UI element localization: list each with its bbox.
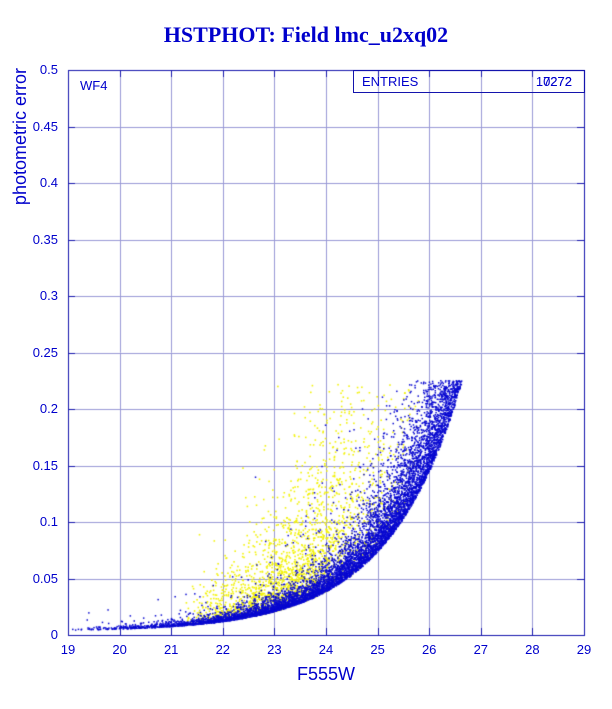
detector-label: WF4: [80, 78, 108, 93]
y-tick-label: 0.3: [39, 288, 58, 303]
x-axis-tick-labels: 19 20 21 22 23 24 25 26 27 28 29: [0, 642, 612, 658]
y-tick-label: 0: [50, 627, 58, 642]
entries-value-primary: 10272: [535, 74, 572, 89]
x-tick-label: 28: [525, 642, 540, 657]
y-tick-label: 0.5: [39, 62, 58, 77]
x-tick-label: 22: [215, 642, 231, 657]
y-axis-tick-labels: 0 0.05 0.1 0.15 0.2 0.25 0.3 0.35 0.4 0.45 0.5: [0, 0, 62, 709]
entries-value-overlay: 7272: [543, 74, 572, 89]
x-tick-label: 20: [112, 642, 127, 657]
entries-label: ENTRIES: [362, 74, 419, 89]
x-tick-label: 27: [473, 642, 489, 657]
x-tick-label: 21: [163, 642, 179, 657]
y-tick-label: 0.1: [39, 514, 58, 529]
x-axis-label: F555W: [296, 664, 356, 684]
x-tick-label: 26: [421, 642, 437, 657]
x-tick-label: 29: [576, 642, 592, 657]
y-tick-label: 0.45: [32, 118, 58, 134]
x-tick-label: 19: [60, 642, 76, 657]
y-tick-label: 0.2: [39, 401, 58, 416]
x-tick-label: 23: [267, 642, 282, 657]
chart-title: HSTPHOT: Field lmc_u2xq02: [163, 22, 449, 47]
y-tick-label: 0.25: [32, 344, 58, 360]
x-tick-label: 24: [318, 642, 334, 657]
y-tick-label: 0.35: [32, 231, 58, 247]
entries-stats-box: ENTRIES 10272 7272: [353, 70, 585, 93]
y-tick-label: 0.4: [39, 175, 58, 190]
y-tick-label: 0.05: [32, 570, 58, 586]
x-tick-label: 25: [370, 642, 385, 657]
y-tick-label: 0.15: [32, 457, 58, 473]
